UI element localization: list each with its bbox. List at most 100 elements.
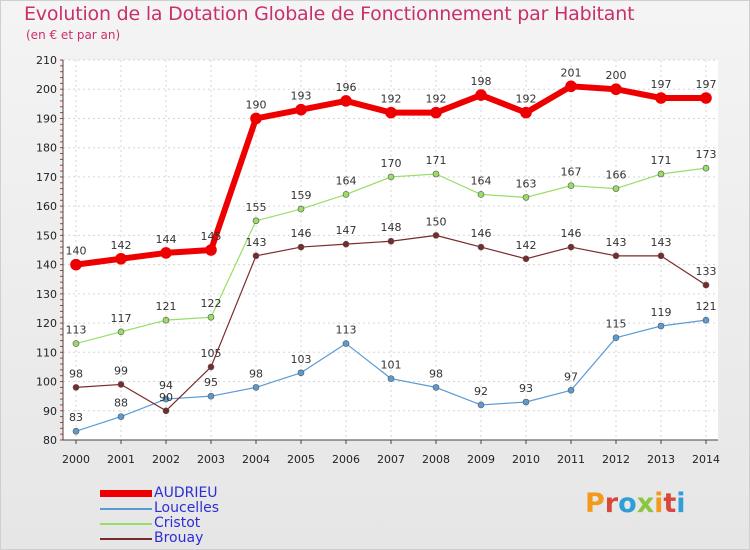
data-label: 94 [159,379,173,392]
series-cristot: 113 117 121 122 155 159 164 170 171 164 163 167 166 1… [66,148,717,347]
data-label: 192 [426,93,447,106]
data-label: 113 [66,324,87,337]
legend-item: Loucelles [100,501,260,516]
x-tick-label: 2003 [197,453,225,466]
data-label: 201 [561,66,582,79]
data-label: 98 [429,367,443,380]
legend-swatch [100,522,152,525]
data-label: 143 [606,236,627,249]
data-label: 105 [201,347,222,360]
data-point [387,173,395,181]
y-tick-label: 120 [36,317,57,330]
chart-subtitle: (en € et par an) [26,28,121,42]
data-label: 197 [651,78,672,91]
x-tick-label: 2010 [512,453,540,466]
data-point [477,243,485,251]
data-point [117,328,125,336]
data-label: 133 [696,265,717,278]
data-point [385,106,397,119]
data-label: 146 [561,227,582,240]
data-label: 167 [561,166,582,179]
x-tick-label: 2004 [242,453,270,466]
data-label: 150 [426,215,447,228]
data-point [432,384,440,391]
data-point [207,392,215,400]
data-label: 171 [651,154,672,167]
data-label: 93 [519,382,533,395]
x-tick-label: 2006 [332,453,360,466]
legend-item: Cristot [100,516,260,531]
data-point [342,340,350,347]
data-point [522,194,530,201]
data-point [342,191,350,198]
data-point [117,413,125,420]
data-label: 88 [114,397,128,410]
data-point [475,89,487,101]
data-point [657,252,665,260]
x-tick-label: 2008 [422,453,450,466]
data-label: 155 [246,201,267,214]
data-point [657,322,665,330]
logo-letter: i [676,488,686,519]
data-label: 122 [201,297,222,310]
data-label: 164 [471,174,492,187]
data-point [610,83,622,96]
data-point [700,92,712,104]
legend-label: Cristot [154,515,201,531]
data-point [297,205,305,213]
data-label: 121 [156,300,177,313]
legend-label: Brouay [154,530,204,546]
data-label: 197 [696,78,717,91]
x-tick-label: 2007 [377,453,405,466]
legend-swatch [100,537,152,540]
data-point [432,170,440,178]
data-point [657,170,665,178]
data-point [567,182,575,189]
data-label: 140 [66,245,87,258]
proxiti-logo: Proxiti [585,488,686,519]
chart-title: Evolution de la Dotation Globale de Fonc… [24,3,635,25]
data-label: 200 [606,69,627,82]
data-label: 193 [291,90,312,103]
series-brouay: 98 99 90 105 143 146 147 148 150 146 142 146 143 143 1… [69,215,717,415]
y-tick-label: 140 [36,259,57,272]
data-point [522,255,530,263]
data-point [612,185,620,192]
data-label: 173 [696,148,717,161]
logo-letter: i [654,488,664,519]
data-label: 117 [111,312,132,325]
data-point [477,191,485,198]
y-tick-label: 180 [36,142,57,155]
y-tick-label: 150 [36,229,57,242]
logo-letter: r [604,488,619,519]
y-tick-label: 100 [36,376,57,389]
data-label: 113 [336,324,357,337]
logo-letter: t [663,488,677,519]
data-point [477,401,485,409]
data-point [565,80,577,93]
legend-swatch [100,507,152,510]
data-label: 92 [474,385,488,398]
legend-swatch [100,490,152,497]
data-label: 190 [246,98,267,111]
data-point [342,240,350,248]
legend-item: AUDRIEU [100,486,260,501]
y-tick-label: 210 [36,54,57,67]
data-point [387,237,395,245]
logo-letter: o [618,488,637,519]
data-label: 83 [69,411,83,424]
x-tick-label: 2001 [107,453,135,466]
data-point [72,427,80,435]
y-tick-label: 160 [36,200,57,213]
y-tick-label: 130 [36,288,57,301]
legend-item: Brouay [100,531,260,546]
data-label: 119 [651,306,672,319]
data-point [162,316,170,324]
data-point [252,384,260,391]
y-tick-label: 110 [36,346,57,359]
y-tick-label: 90 [43,405,57,418]
data-point [297,243,305,251]
data-label: 163 [516,177,537,190]
data-label: 97 [564,370,578,383]
